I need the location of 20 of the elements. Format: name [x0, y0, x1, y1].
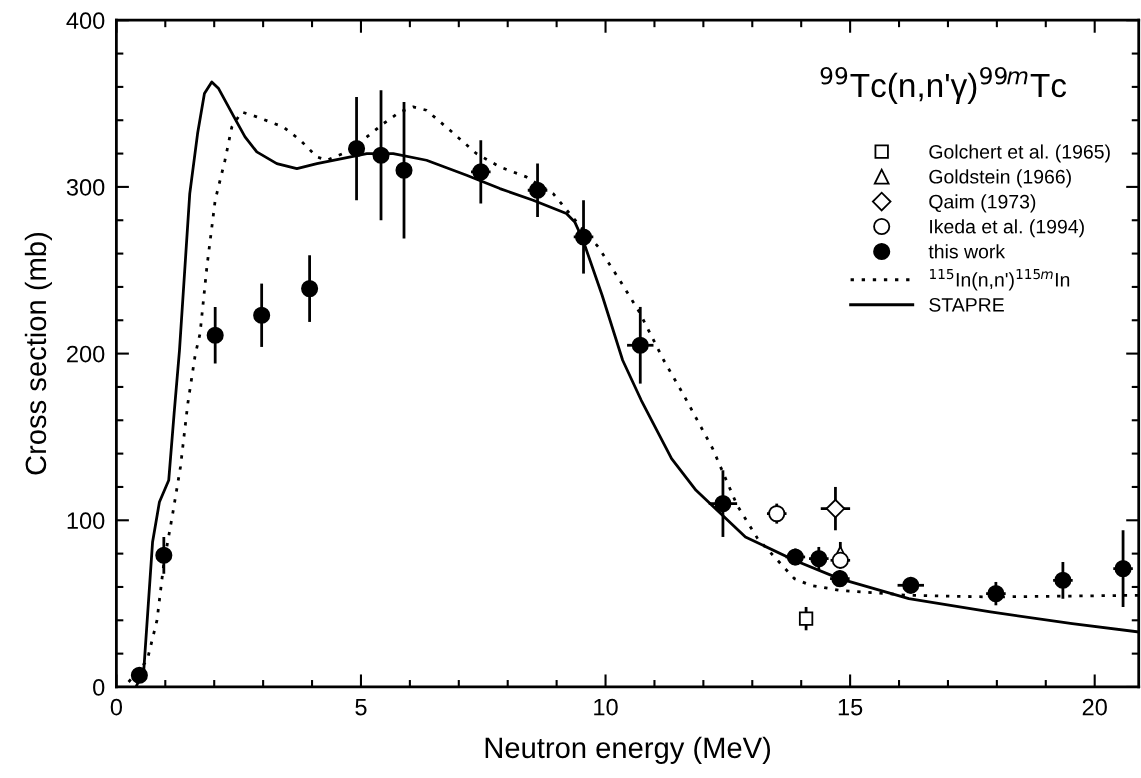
x-axis-title: Neutron energy (MeV) — [485, 736, 771, 764]
x-tick-label: 20 — [1082, 698, 1107, 716]
y-tick-label: 200 — [67, 345, 105, 363]
legend-label: Qaim (1973) — [929, 194, 1036, 213]
legend-label: STAPRE — [929, 297, 1004, 312]
legend-label: Ikeda et al. (1994) — [930, 219, 1084, 238]
legend-label: $^{115}$In(n,n')$^{115m}$In — [930, 269, 1070, 291]
y-tick-label: 400 — [66, 12, 105, 30]
annotation: $^{99}$Tc(n,n'γ)$^{99m}$Tc — [820, 66, 1067, 104]
x-tick-label: 15 — [838, 698, 863, 716]
y-axis-title: Cross section (mb) — [24, 233, 52, 475]
x-tick-label: 0 — [110, 698, 123, 716]
y-tick-label: 0 — [93, 679, 105, 696]
legend-label: Golchert et al. (1965) — [929, 144, 1110, 163]
x-tick-label: 10 — [594, 698, 618, 716]
y-tick-label: 300 — [66, 178, 105, 196]
y-tick-label: 100 — [67, 512, 105, 530]
x-tick-label: 5 — [355, 698, 367, 716]
legend-label: Goldstein (1966) — [929, 169, 1071, 188]
legend-label: this work — [928, 244, 1006, 259]
